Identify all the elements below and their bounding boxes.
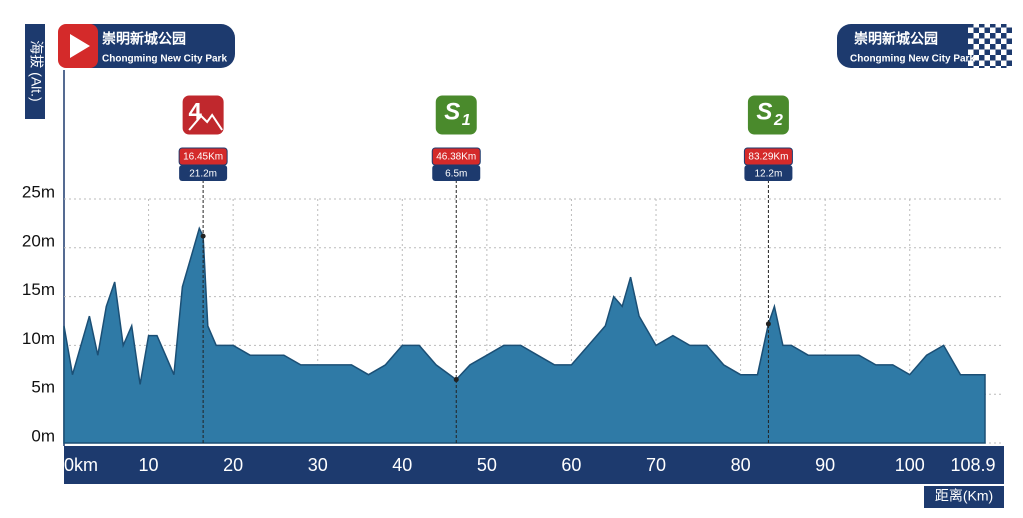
- x-tick-label: 100: [895, 455, 925, 475]
- marker-icon-bg: [434, 94, 478, 136]
- x-tick-label: 80: [731, 455, 751, 475]
- x-tick-label: 40: [392, 455, 412, 475]
- marker-elev: 21.2m: [189, 169, 217, 180]
- mountain-icon: [188, 113, 223, 131]
- x-tick-label: 90: [815, 455, 835, 475]
- marker-point: [453, 377, 459, 383]
- x-axis-band: [64, 446, 1004, 484]
- marker-point: [200, 233, 206, 239]
- marker-elev-box: [744, 165, 793, 181]
- y-tick-label: 20m: [22, 231, 55, 250]
- x-tick-label: 0km: [64, 455, 98, 475]
- marker-icon: S: [444, 98, 460, 125]
- y-axis-title: 海拔 (Alt.): [28, 40, 44, 101]
- finish-flag: [968, 24, 1012, 68]
- marker-elev: 12.2m: [755, 169, 783, 180]
- start-pill: [58, 24, 235, 68]
- x-tick-label: 50: [477, 455, 497, 475]
- marker-icon-sub: 1: [462, 112, 471, 129]
- x-tick-label: 60: [561, 455, 581, 475]
- y-tick-label: 0m: [31, 426, 55, 445]
- x-tick-label: 20: [223, 455, 243, 475]
- x-title-box: [924, 486, 1004, 508]
- marker-icon: S: [756, 98, 772, 125]
- x-tick-label: 10: [139, 455, 159, 475]
- marker-km: 16.45Km: [183, 152, 223, 163]
- marker-elev: 6.5m: [445, 169, 467, 180]
- x-tick-label: 108.9: [950, 455, 995, 475]
- marker-km: 46.38Km: [436, 152, 476, 163]
- y-tick-label: 25m: [22, 182, 55, 201]
- y-tick-label: 10m: [22, 329, 55, 348]
- elevation-area: [63, 226, 986, 444]
- marker-elev-box: [179, 165, 228, 181]
- x-tick-label: 30: [308, 455, 328, 475]
- y-title-box: [25, 24, 45, 119]
- marker-elev-box: [432, 165, 481, 181]
- x-axis-title: 距离(Km): [935, 488, 993, 504]
- start-name-cn: 崇明新城公园: [102, 31, 186, 47]
- finish-name-cn: 崇明新城公园: [854, 31, 938, 47]
- play-icon: [70, 34, 90, 58]
- marker-icon-sub: 2: [773, 112, 783, 129]
- start-name-en: Chongming New City Park: [102, 54, 227, 65]
- finish-name-en: Chongming New City Park: [850, 54, 975, 65]
- marker-point: [765, 321, 771, 327]
- y-tick-label: 5m: [31, 378, 55, 397]
- marker-km: 83.29Km: [748, 152, 788, 163]
- x-tick-label: 70: [646, 455, 666, 475]
- marker-icon-bg: [746, 94, 790, 136]
- y-tick-label: 15m: [22, 280, 55, 299]
